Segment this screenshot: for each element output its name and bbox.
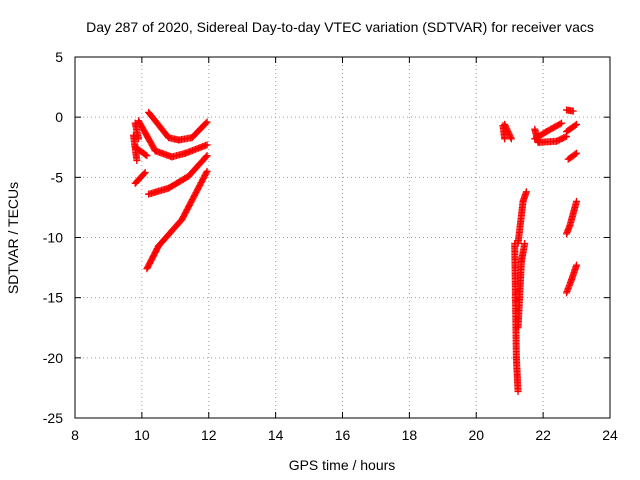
data-point [140, 170, 148, 178]
data-point [203, 167, 211, 175]
chart-title: Day 287 of 2020, Sidereal Day-to-day VTE… [86, 19, 594, 35]
grid [75, 57, 610, 418]
axis-ticks: 8 10 12 14 16 18 20 22 24 -25 -20 -15 -10 -5 0 5 [43, 49, 618, 443]
x-tick-label: 10 [134, 427, 150, 443]
data-point [203, 118, 211, 126]
data-point [571, 150, 579, 158]
data-point [573, 120, 581, 128]
data-point [501, 135, 509, 143]
y-tick-label: -10 [43, 230, 63, 246]
y-tick-label: 5 [55, 49, 63, 65]
data-point [202, 119, 210, 127]
y-tick-label: -15 [43, 290, 63, 306]
series-arc-e [145, 152, 211, 198]
data-points [130, 106, 581, 396]
series-arc-l [531, 119, 566, 143]
series-arc-g [499, 120, 515, 143]
series-arc-o [564, 149, 581, 163]
series-arc-n [563, 120, 581, 136]
x-axis-label: GPS time / hours [289, 457, 396, 473]
data-point [133, 156, 141, 164]
x-tick-label: 8 [71, 427, 79, 443]
data-point [561, 133, 569, 141]
series-arc-c [145, 108, 211, 144]
x-tick-label: 24 [602, 427, 618, 443]
data-point [573, 261, 581, 269]
series-arc-d [131, 169, 149, 187]
data-point [558, 119, 566, 127]
data-point [202, 169, 210, 177]
x-tick-label: 18 [402, 427, 418, 443]
x-tick-label: 22 [535, 427, 551, 443]
series-arc-a [130, 119, 151, 164]
data-point [573, 149, 581, 157]
x-tick-label: 14 [268, 427, 284, 443]
data-point [202, 153, 210, 161]
y-tick-label: -5 [51, 169, 64, 185]
series-arc-m [563, 106, 577, 115]
data-point [203, 152, 211, 160]
series-arc-i [514, 188, 530, 248]
data-point [142, 151, 150, 159]
data-point [143, 152, 151, 160]
data-point [571, 121, 579, 129]
y-tick-label: 0 [55, 109, 63, 125]
series-arc-p [563, 197, 581, 238]
series-arc-q [563, 261, 581, 297]
x-tick-label: 16 [335, 427, 351, 443]
x-tick-label: 12 [201, 427, 217, 443]
data-point [507, 135, 515, 143]
data-point [507, 133, 515, 141]
data-point [573, 197, 581, 205]
data-point [514, 388, 522, 396]
series-arc-f [143, 167, 211, 273]
series-arc-j [514, 240, 529, 332]
data-point [203, 141, 211, 149]
data-point [569, 107, 577, 115]
x-tick-label: 20 [468, 427, 484, 443]
y-tick-label: -20 [43, 350, 63, 366]
y-axis-label: SDTVAR / TECUs [5, 182, 21, 294]
data-point [141, 169, 149, 177]
data-point [522, 188, 530, 196]
data-point [556, 120, 564, 128]
y-tick-label: -25 [43, 410, 63, 426]
data-point [521, 240, 529, 248]
series-arc-b [135, 117, 211, 161]
